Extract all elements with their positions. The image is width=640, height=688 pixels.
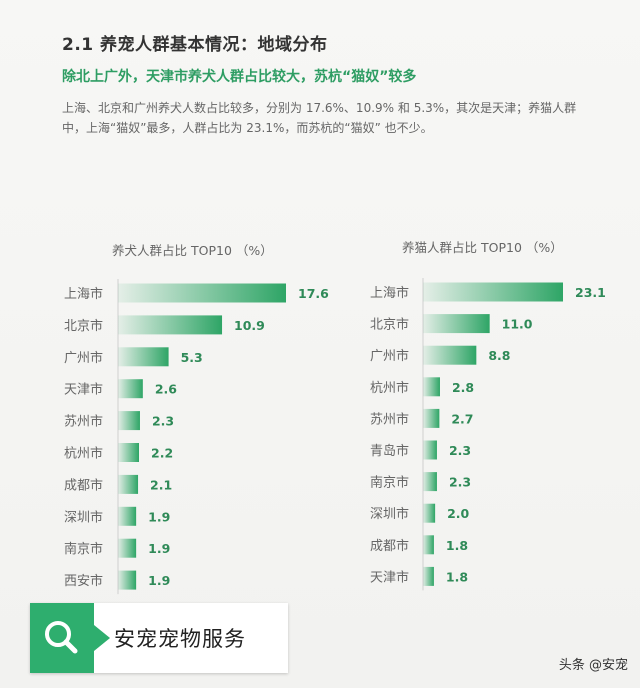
value-label: 2.3 — [152, 414, 174, 429]
category-label: 西安市 — [64, 573, 103, 589]
value-label: 2.2 — [151, 446, 173, 461]
category-label: 苏州市 — [64, 414, 103, 430]
category-label: 北京市 — [64, 318, 103, 334]
category-label: 深圳市 — [64, 509, 103, 525]
category-label: 成都市 — [370, 538, 409, 554]
value-label: 1.8 — [446, 538, 468, 553]
value-label: 17.6 — [298, 286, 329, 301]
bar — [118, 283, 286, 303]
bar — [118, 570, 137, 590]
bar — [423, 314, 490, 334]
category-label: 上海市 — [370, 285, 409, 301]
bar — [423, 377, 440, 397]
bar — [118, 411, 140, 431]
category-label: 广州市 — [64, 350, 103, 366]
category-label: 天津市 — [64, 382, 103, 398]
cat-bar-chart: 上海市 23.1 北京市 11.0 广州市 8.8 杭州市 2.8 苏州市 2.7 青岛市 2.3 南京… — [370, 278, 606, 591]
bar — [423, 535, 434, 555]
category-label: 天津市 — [370, 569, 409, 585]
category-label: 南京市 — [64, 541, 103, 557]
value-label: 11.0 — [502, 317, 533, 332]
category-label: 深圳市 — [370, 506, 409, 522]
bar — [118, 506, 137, 526]
value-label: 2.7 — [451, 411, 473, 426]
section-heading: 2.1 养宠人群基本情况：地域分布 — [62, 35, 328, 55]
value-label: 2.1 — [150, 477, 172, 492]
bar — [423, 503, 436, 523]
value-label: 1.9 — [148, 573, 170, 588]
category-label: 南京市 — [370, 475, 409, 491]
value-label: 1.9 — [148, 541, 170, 556]
value-label: 2.8 — [452, 380, 474, 395]
value-label: 2.3 — [449, 443, 471, 458]
bar — [118, 315, 223, 335]
bar — [118, 474, 139, 494]
source-credit: 头条 @安宠 — [558, 658, 628, 673]
value-label: 2.0 — [447, 506, 469, 521]
bar — [423, 345, 477, 365]
bar — [118, 538, 137, 558]
value-label: 1.9 — [148, 509, 170, 524]
value-label: 1.8 — [446, 569, 468, 584]
category-label: 杭州市 — [64, 446, 103, 462]
brand-watermark: 安宠宠物服务 — [30, 603, 288, 673]
category-label: 广州市 — [370, 348, 409, 364]
value-label: 5.3 — [181, 350, 203, 365]
bar — [118, 379, 143, 399]
category-label: 北京市 — [370, 317, 409, 333]
search-icon — [30, 603, 110, 673]
bar — [423, 566, 434, 586]
value-label: 10.9 — [234, 318, 265, 333]
category-label: 成都市 — [64, 477, 103, 493]
section-subheading: 除北上广外，天津市养犬人群占比较大，苏杭“猫奴”较多 — [62, 69, 417, 85]
category-label: 杭州市 — [370, 380, 409, 396]
category-label: 苏州市 — [370, 411, 409, 427]
bar — [118, 443, 139, 462]
category-label: 青岛市 — [370, 443, 409, 459]
value-label: 2.3 — [449, 475, 471, 490]
value-label: 8.8 — [488, 348, 510, 363]
dog-bar-chart: 上海市 17.6 北京市 10.9 广州市 5.3 天津市 2.6 苏州市 2.3 杭州市 2.2 成都… — [64, 279, 329, 595]
bar — [118, 347, 169, 367]
section-body: 上海、北京和广州养犬人数占比较多，分别为 17.6%、10.9% 和 5.3%，… — [62, 101, 577, 135]
bar — [423, 472, 437, 492]
watermark-text: 安宠宠物服务 — [114, 627, 246, 651]
value-label: 2.6 — [155, 382, 177, 397]
value-label: 23.1 — [575, 285, 606, 300]
bar — [423, 440, 437, 460]
cat-chart-title: 养猫人群占比 TOP10 （%） — [402, 240, 563, 255]
category-label: 上海市 — [64, 286, 103, 302]
bar — [423, 282, 563, 302]
bar — [423, 408, 440, 428]
dog-chart-title: 养犬人群占比 TOP10 （%） — [112, 243, 273, 258]
